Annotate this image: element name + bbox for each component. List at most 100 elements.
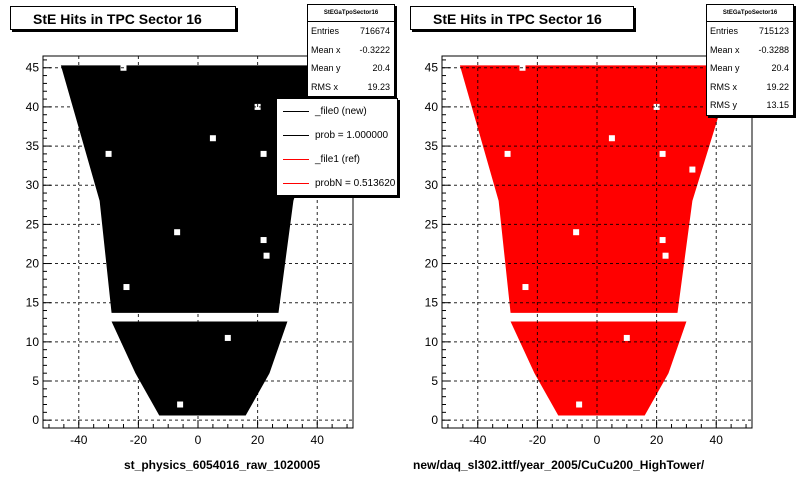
stats-row-rms-x: RMS x 19.23 <box>308 78 394 97</box>
stats-label: Mean x <box>311 44 341 55</box>
dead-channel-mark <box>576 401 583 408</box>
y-tick-label: 10 <box>425 335 439 349</box>
legend-line-swatch <box>283 110 309 112</box>
legend-line-swatch <box>283 182 309 184</box>
x-tick-label: 0 <box>195 433 202 447</box>
dead-channel-mark <box>174 229 181 236</box>
stats-value: 19.22 <box>766 81 789 92</box>
stats-row-entries: Entries 715123 <box>707 22 793 41</box>
legend-entry: probN = 0.513620 <box>277 171 397 195</box>
dead-channel-mark <box>701 213 708 220</box>
chart-title-left: StE Hits in TPC Sector 16 <box>10 6 236 30</box>
x-axis-label-left: st_physics_6054016_raw_1020005 <box>124 458 321 472</box>
stats-row-entries: Entries 716674 <box>308 22 394 41</box>
dead-channel-mark <box>504 150 511 157</box>
stats-label: Entries <box>710 26 739 36</box>
stats-row-mean-y: Mean y 20.4 <box>707 59 793 78</box>
dead-channel-mark <box>105 150 112 157</box>
stats-value: -0.3222 <box>359 44 390 55</box>
dead-channel-mark <box>662 252 669 259</box>
legend-entry: _file0 (new) <box>277 99 397 123</box>
y-tick-label: 35 <box>425 139 439 153</box>
x-tick-label: -40 <box>469 433 487 447</box>
dead-channel-mark <box>689 166 696 173</box>
y-tick-label: 5 <box>32 374 39 388</box>
dead-channel-mark <box>260 150 267 157</box>
legend-line-swatch <box>283 134 309 136</box>
y-tick-label: 0 <box>431 413 438 427</box>
legend-label: _file0 (new) <box>315 105 367 117</box>
y-tick-label: 20 <box>26 257 40 271</box>
dead-channel-mark <box>522 284 529 291</box>
y-tick-label: 30 <box>26 178 40 192</box>
legend-entry: prob = 1.000000 <box>277 123 397 147</box>
y-tick-label: 25 <box>425 217 439 231</box>
y-tick-label: 15 <box>26 296 40 310</box>
y-tick-label: 45 <box>425 61 439 75</box>
stats-label: Mean y <box>311 63 341 73</box>
stats-value: 13.15 <box>766 100 789 110</box>
dead-channel-mark <box>659 237 666 244</box>
dead-channel-mark <box>573 229 580 236</box>
y-tick-label: 40 <box>26 100 40 114</box>
stats-label: Mean y <box>710 63 740 73</box>
stats-box-left: StEGaTpoSector16 Entries 716674 Mean x -0.… <box>307 4 395 97</box>
hit-region-inner <box>111 321 288 416</box>
hit-region-inner <box>510 321 687 416</box>
stats-box-right: StEGaTpoSector16 Entries 715123 Mean x -0.… <box>706 4 794 116</box>
stats-value: 715123 <box>758 26 789 36</box>
y-tick-label: 10 <box>26 335 40 349</box>
stats-label: Entries <box>311 26 340 36</box>
stats-label: RMS x <box>710 81 737 92</box>
stats-value: 20.4 <box>771 63 789 73</box>
y-tick-label: 0 <box>32 413 39 427</box>
x-tick-label: -20 <box>529 433 547 447</box>
stats-label: Mean x <box>710 44 740 55</box>
dead-channel-mark <box>263 252 270 259</box>
dead-channel-mark <box>623 334 630 341</box>
x-tick-label: 40 <box>710 433 724 447</box>
stats-name: StEGaTpoSector16 <box>707 5 793 22</box>
dead-channel-mark <box>608 135 615 142</box>
legend: _file0 (new) prob = 1.000000 _file1 (ref… <box>276 98 398 196</box>
y-tick-label: 20 <box>425 257 439 271</box>
x-tick-label: -40 <box>70 433 88 447</box>
y-tick-label: 25 <box>26 217 40 231</box>
x-tick-label: 0 <box>594 433 601 447</box>
x-tick-label: -20 <box>130 433 148 447</box>
dead-channel-mark <box>302 213 309 220</box>
dead-channel-mark <box>123 284 130 291</box>
x-tick-label: 40 <box>311 433 325 447</box>
stats-value: 20.4 <box>372 63 390 73</box>
legend-label: probN = 0.513620 <box>315 177 396 189</box>
y-tick-label: 15 <box>425 296 439 310</box>
x-tick-label: 20 <box>650 433 664 447</box>
y-tick-label: 35 <box>26 139 40 153</box>
stats-name: StEGaTpoSector16 <box>308 5 394 22</box>
stats-row-rms-y: RMS y 13.15 <box>707 96 793 115</box>
x-axis-label-right: new/daq_sl302.ittf/year_2005/CuCu200_Hig… <box>413 458 705 472</box>
dead-channel-mark <box>224 334 231 341</box>
dead-channel-mark <box>209 135 216 142</box>
stats-label: RMS x <box>311 81 338 92</box>
stats-label: RMS y <box>710 100 737 110</box>
stats-row-mean-y: Mean y 20.4 <box>308 59 394 78</box>
chart-title-right: StE Hits in TPC Sector 16 <box>410 6 634 30</box>
stats-row-mean-x: Mean x -0.3288 <box>707 41 793 60</box>
x-tick-label: 20 <box>251 433 265 447</box>
y-tick-label: 40 <box>425 100 439 114</box>
y-tick-label: 45 <box>26 61 40 75</box>
stats-value: -0.3288 <box>758 44 789 55</box>
stats-value: 716674 <box>359 26 390 36</box>
dead-channel-mark <box>177 401 184 408</box>
stats-row-rms-x: RMS x 19.22 <box>707 78 793 97</box>
dead-channel-mark <box>260 237 267 244</box>
y-tick-label: 30 <box>425 178 439 192</box>
plot-panel: -40 -20 0 20 40 0 5 10 15 20 25 30 35 40 45 <box>425 55 753 447</box>
dead-channel-mark <box>659 150 666 157</box>
legend-line-swatch <box>283 158 309 160</box>
y-tick-label: 5 <box>431 374 438 388</box>
legend-label: prob = 1.000000 <box>315 129 389 141</box>
legend-label: _file1 (ref) <box>315 153 361 165</box>
